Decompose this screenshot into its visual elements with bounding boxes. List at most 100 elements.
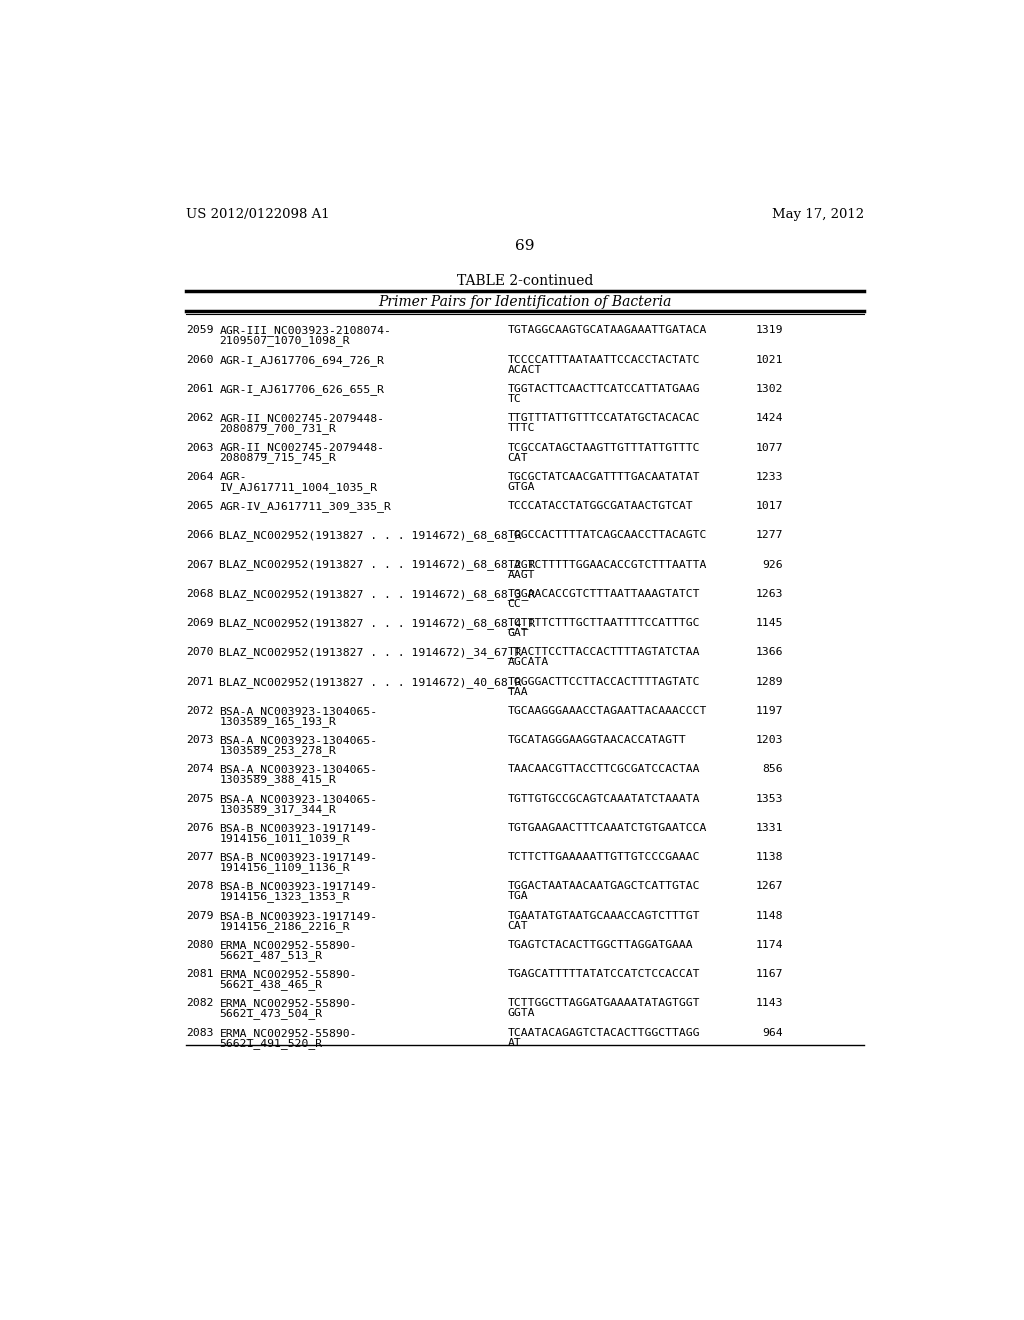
Text: 2069: 2069: [186, 618, 214, 628]
Text: 1203: 1203: [756, 735, 783, 744]
Text: 1148: 1148: [756, 911, 783, 920]
Text: 2060: 2060: [186, 355, 214, 364]
Text: TGGCCACTTTTATCAGCAACCTTACAGTC: TGGCCACTTTTATCAGCAACCTTACAGTC: [508, 531, 708, 540]
Text: 1138: 1138: [756, 853, 783, 862]
Text: TCCCCATTTAATAATTCCACCTACTATC: TCCCCATTTAATAATTCCACCTACTATC: [508, 355, 700, 364]
Text: ERMA_NC002952-55890-: ERMA_NC002952-55890-: [219, 940, 357, 950]
Text: BLAZ_NC002952(1913827 . . . 1914672)_68_68_R: BLAZ_NC002952(1913827 . . . 1914672)_68_…: [219, 531, 522, 541]
Text: 1914156_2186_2216_R: 1914156_2186_2216_R: [219, 921, 350, 932]
Text: TCTTCTTGAAAAATTGTTGTCCCGAAAC: TCTTCTTGAAAAATTGTTGTCCCGAAAC: [508, 853, 700, 862]
Text: TCTTTTCTTTGCTTAATTTTCCATTTGC: TCTTTTCTTTGCTTAATTTTCCATTTGC: [508, 618, 700, 628]
Text: 1017: 1017: [756, 502, 783, 511]
Text: BLAZ_NC002952(1913827 . . . 1914672)_68_68_2_R: BLAZ_NC002952(1913827 . . . 1914672)_68_…: [219, 560, 536, 570]
Text: TGCGCTATCAACGATTTTGACAATATAT: TGCGCTATCAACGATTTTGACAATATAT: [508, 471, 700, 482]
Text: TC: TC: [508, 395, 521, 404]
Text: TGGACTAATAACAATGAGCTCATTGTAC: TGGACTAATAACAATGAGCTCATTGTAC: [508, 882, 700, 891]
Text: CAT: CAT: [508, 453, 528, 462]
Text: 2067: 2067: [186, 560, 214, 569]
Text: TGCAAGGGAAACCTAGAATTACAAACCCT: TGCAAGGGAAACCTAGAATTACAAACCCT: [508, 706, 708, 715]
Text: BSA-B_NC003923-1917149-: BSA-B_NC003923-1917149-: [219, 822, 378, 834]
Text: BSA-A_NC003923-1304065-: BSA-A_NC003923-1304065-: [219, 706, 378, 717]
Text: 2082: 2082: [186, 998, 214, 1008]
Text: BSA-B_NC003923-1917149-: BSA-B_NC003923-1917149-: [219, 882, 378, 892]
Text: TAGTCTTTTTGGAACACCGTCTTTAATTA: TAGTCTTTTTGGAACACCGTCTTTAATTA: [508, 560, 708, 569]
Text: BLAZ_NC002952(1913827 . . . 1914672)_40_68_R: BLAZ_NC002952(1913827 . . . 1914672)_40_…: [219, 677, 522, 688]
Text: 69: 69: [515, 239, 535, 253]
Text: CC: CC: [508, 599, 521, 609]
Text: 56621_473_504_R: 56621_473_504_R: [219, 1008, 323, 1019]
Text: 1145: 1145: [756, 618, 783, 628]
Text: 1303589_388_415_R: 1303589_388_415_R: [219, 775, 336, 785]
Text: 926: 926: [762, 560, 783, 569]
Text: GTGA: GTGA: [508, 482, 536, 492]
Text: 56621_487_513_R: 56621_487_513_R: [219, 950, 323, 961]
Text: TGGGGACTTCCTTACCACTTTTAGTATC: TGGGGACTTCCTTACCACTTTTAGTATC: [508, 677, 700, 686]
Text: BSA-B_NC003923-1917149-: BSA-B_NC003923-1917149-: [219, 853, 378, 863]
Text: 2080879_700_731_R: 2080879_700_731_R: [219, 424, 336, 434]
Text: 2109507_1070_1098_R: 2109507_1070_1098_R: [219, 335, 350, 346]
Text: 2062: 2062: [186, 413, 214, 424]
Text: TTTC: TTTC: [508, 424, 536, 433]
Text: AGR-II_NC002745-2079448-: AGR-II_NC002745-2079448-: [219, 442, 384, 454]
Text: CAT: CAT: [508, 921, 528, 931]
Text: 56621_491_520_R: 56621_491_520_R: [219, 1038, 323, 1048]
Text: 1143: 1143: [756, 998, 783, 1008]
Text: IV_AJ617711_1004_1035_R: IV_AJ617711_1004_1035_R: [219, 482, 378, 492]
Text: 1289: 1289: [756, 677, 783, 686]
Text: 2064: 2064: [186, 471, 214, 482]
Text: 1353: 1353: [756, 793, 783, 804]
Text: 1167: 1167: [756, 969, 783, 979]
Text: 2072: 2072: [186, 706, 214, 715]
Text: TGTGAAGAACTTTCAAATCTGTGAATCCA: TGTGAAGAACTTTCAAATCTGTGAATCCA: [508, 822, 708, 833]
Text: 1021: 1021: [756, 355, 783, 364]
Text: May 17, 2012: May 17, 2012: [772, 209, 864, 222]
Text: TGAATATGTAATGCAAACCAGTCTTTGT: TGAATATGTAATGCAAACCAGTCTTTGT: [508, 911, 700, 920]
Text: 2063: 2063: [186, 442, 214, 453]
Text: ERMA_NC002952-55890-: ERMA_NC002952-55890-: [219, 969, 357, 981]
Text: TCGCCATAGCTAAGTTGTTTATTGTTTC: TCGCCATAGCTAAGTTGTTTATTGTTTC: [508, 442, 700, 453]
Text: BLAZ_NC002952(1913827 . . . 1914672)_68_68_4_R: BLAZ_NC002952(1913827 . . . 1914672)_68_…: [219, 618, 536, 630]
Text: 1303589_253_278_R: 1303589_253_278_R: [219, 744, 336, 756]
Text: 2077: 2077: [186, 853, 214, 862]
Text: 2065: 2065: [186, 502, 214, 511]
Text: TGGAACACCGTCTTTAATTAAAGTATCT: TGGAACACCGTCTTTAATTAAAGTATCT: [508, 589, 700, 599]
Text: 1277: 1277: [756, 531, 783, 540]
Text: BSA-A_NC003923-1304065-: BSA-A_NC003923-1304065-: [219, 793, 378, 805]
Text: 2059: 2059: [186, 326, 214, 335]
Text: AGR-IV_AJ617711_309_335_R: AGR-IV_AJ617711_309_335_R: [219, 502, 391, 512]
Text: 1302: 1302: [756, 384, 783, 393]
Text: 1319: 1319: [756, 326, 783, 335]
Text: 2068: 2068: [186, 589, 214, 599]
Text: Primer Pairs for Identification of Bacteria: Primer Pairs for Identification of Bacte…: [378, 294, 672, 309]
Text: BLAZ_NC002952(1913827 . . . 1914672)_34_67_R: BLAZ_NC002952(1913827 . . . 1914672)_34_…: [219, 647, 522, 659]
Text: TTACTTCCTTACCACTTTTAGTATCTAA: TTACTTCCTTACCACTTTTAGTATCTAA: [508, 647, 700, 657]
Text: TTGTTTATTGTTTCCATATGCTACACAC: TTGTTTATTGTTTCCATATGCTACACAC: [508, 413, 700, 424]
Text: GAT: GAT: [508, 628, 528, 638]
Text: BLAZ_NC002952(1913827 . . . 1914672)_68_68_3_R: BLAZ_NC002952(1913827 . . . 1914672)_68_…: [219, 589, 536, 599]
Text: TGCATAGGGAAGGTAACACCATAGTT: TGCATAGGGAAGGTAACACCATAGTT: [508, 735, 686, 744]
Text: 1914156_1011_1039_R: 1914156_1011_1039_R: [219, 833, 350, 843]
Text: 1331: 1331: [756, 822, 783, 833]
Text: 2061: 2061: [186, 384, 214, 393]
Text: 1267: 1267: [756, 882, 783, 891]
Text: TAA: TAA: [508, 686, 528, 697]
Text: TGTTGTGCCGCAGTCAAATATCTAAATA: TGTTGTGCCGCAGTCAAATATCTAAATA: [508, 793, 700, 804]
Text: GGTA: GGTA: [508, 1008, 536, 1019]
Text: TCTTGGCTTAGGATGAAAATATAGTGGT: TCTTGGCTTAGGATGAAAATATAGTGGT: [508, 998, 700, 1008]
Text: BSA-B_NC003923-1917149-: BSA-B_NC003923-1917149-: [219, 911, 378, 921]
Text: TCCCATACCTATGGCGATAACTGTCAT: TCCCATACCTATGGCGATAACTGTCAT: [508, 502, 693, 511]
Text: TABLE 2-continued: TABLE 2-continued: [457, 275, 593, 288]
Text: 2070: 2070: [186, 647, 214, 657]
Text: 1303589_317_344_R: 1303589_317_344_R: [219, 804, 336, 814]
Text: 2071: 2071: [186, 677, 214, 686]
Text: 2083: 2083: [186, 1028, 214, 1038]
Text: TGA: TGA: [508, 891, 528, 902]
Text: 2076: 2076: [186, 822, 214, 833]
Text: 1263: 1263: [756, 589, 783, 599]
Text: 856: 856: [762, 764, 783, 775]
Text: ERMA_NC002952-55890-: ERMA_NC002952-55890-: [219, 998, 357, 1010]
Text: AGR-: AGR-: [219, 471, 247, 482]
Text: AGR-III_NC003923-2108074-: AGR-III_NC003923-2108074-: [219, 326, 391, 337]
Text: 2080: 2080: [186, 940, 214, 950]
Text: 56621_438_465_R: 56621_438_465_R: [219, 979, 323, 990]
